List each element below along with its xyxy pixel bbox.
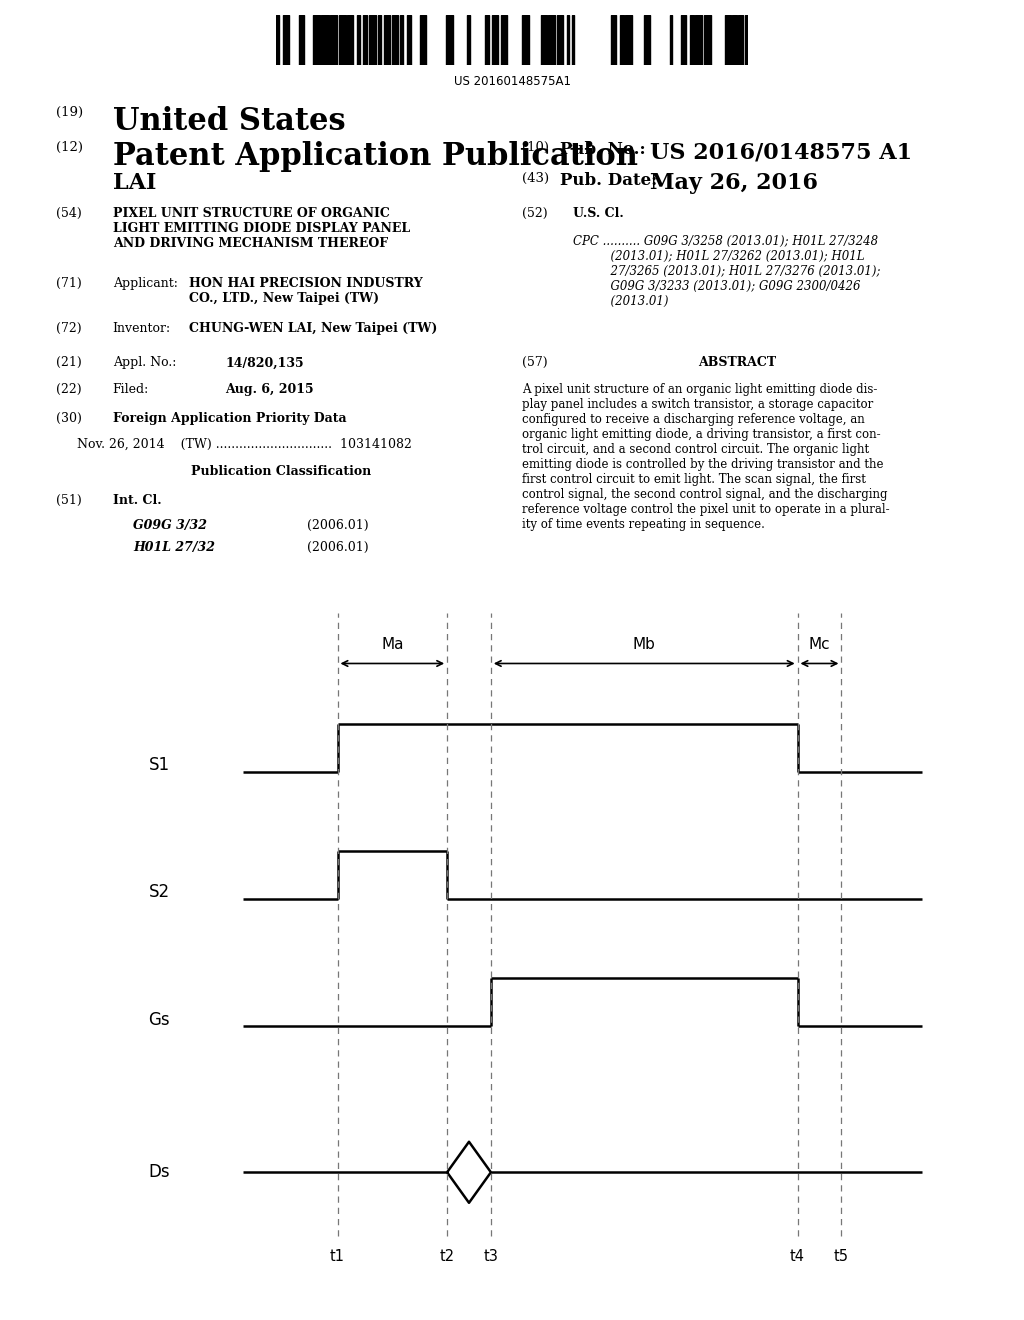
Text: (2006.01): (2006.01)	[307, 519, 369, 532]
Bar	[621, 15, 624, 65]
Text: (12): (12)	[56, 141, 83, 154]
Text: Pub. No.:: Pub. No.:	[560, 141, 646, 158]
Text: US 2016/0148575 A1: US 2016/0148575 A1	[650, 141, 912, 164]
Text: Foreign Application Priority Data: Foreign Application Priority Data	[113, 412, 346, 425]
Bar	[542, 15, 547, 65]
Bar	[690, 15, 693, 65]
Text: Ma: Ma	[381, 638, 403, 652]
Text: (52): (52)	[522, 207, 548, 220]
Text: (43): (43)	[522, 172, 549, 185]
Text: Publication Classification: Publication Classification	[191, 465, 372, 478]
Text: (19): (19)	[56, 106, 83, 119]
Text: Pub. Date:: Pub. Date:	[560, 172, 657, 189]
Text: Inventor:: Inventor:	[113, 322, 171, 335]
Text: May 26, 2016: May 26, 2016	[650, 172, 818, 194]
Bar	[745, 15, 749, 65]
Bar	[467, 15, 470, 65]
Text: t3: t3	[483, 1249, 499, 1263]
Text: Nov. 26, 2014    (TW) ..............................  103141082: Nov. 26, 2014 (TW) .....................…	[77, 438, 412, 451]
Bar	[276, 15, 279, 65]
Bar	[492, 15, 498, 65]
Text: CHUNG-WEN LAI, New Taipei (TW): CHUNG-WEN LAI, New Taipei (TW)	[189, 322, 438, 335]
Bar	[407, 15, 412, 65]
Text: Ds: Ds	[148, 1163, 170, 1181]
Bar	[725, 15, 731, 65]
Text: G09G 3/32: G09G 3/32	[133, 519, 207, 532]
Text: S2: S2	[148, 883, 170, 902]
Bar	[484, 15, 489, 65]
Text: 14/820,135: 14/820,135	[225, 356, 304, 370]
Text: Mb: Mb	[633, 638, 655, 652]
Text: (71): (71)	[56, 277, 82, 290]
Bar	[501, 15, 507, 65]
Bar	[611, 15, 616, 65]
Text: Patent Application Publication: Patent Application Publication	[113, 141, 638, 172]
Text: t1: t1	[330, 1249, 345, 1263]
Text: (30): (30)	[56, 412, 82, 425]
Bar	[738, 15, 743, 65]
Text: (57): (57)	[522, 356, 548, 370]
Bar	[283, 15, 289, 65]
Text: S1: S1	[148, 756, 170, 775]
Text: LAI: LAI	[113, 172, 156, 194]
Bar	[446, 15, 454, 65]
Text: Filed:: Filed:	[113, 383, 148, 396]
Bar	[384, 15, 389, 65]
Text: United States: United States	[113, 106, 345, 136]
Bar	[625, 15, 632, 65]
Text: Applicant:: Applicant:	[113, 277, 177, 290]
Bar	[330, 15, 337, 65]
Bar	[347, 15, 353, 65]
Bar	[571, 15, 573, 65]
Bar	[522, 15, 529, 65]
Bar	[378, 15, 381, 65]
Bar	[322, 15, 329, 65]
Bar	[548, 15, 555, 65]
Text: (2006.01): (2006.01)	[307, 541, 369, 554]
Bar	[644, 15, 649, 65]
Bar	[392, 15, 397, 65]
Bar	[312, 15, 319, 65]
Text: (21): (21)	[56, 356, 82, 370]
Text: U.S. Cl.: U.S. Cl.	[573, 207, 625, 220]
Text: (22): (22)	[56, 383, 82, 396]
Bar	[299, 15, 304, 65]
Text: t5: t5	[834, 1249, 849, 1263]
Text: (51): (51)	[56, 494, 82, 507]
Text: Int. Cl.: Int. Cl.	[113, 494, 161, 507]
Text: CPC .......... G09G 3/3258 (2013.01); H01L 27/3248
          (2013.01); H01L 27/: CPC .......... G09G 3/3258 (2013.01); H0…	[573, 235, 881, 308]
Text: t4: t4	[791, 1249, 805, 1263]
Text: Appl. No.:: Appl. No.:	[113, 356, 176, 370]
Text: (72): (72)	[56, 322, 82, 335]
Text: (54): (54)	[56, 207, 82, 220]
Bar	[339, 15, 346, 65]
Bar	[370, 15, 376, 65]
Text: HON HAI PRECISION INDUSTRY
CO., LTD., New Taipei (TW): HON HAI PRECISION INDUSTRY CO., LTD., Ne…	[189, 277, 423, 305]
Bar	[420, 15, 426, 65]
Text: Aug. 6, 2015: Aug. 6, 2015	[225, 383, 314, 396]
Bar	[670, 15, 672, 65]
Bar	[567, 15, 569, 65]
Bar	[694, 15, 701, 65]
Bar	[557, 15, 563, 65]
Text: Gs: Gs	[148, 1011, 170, 1028]
Text: H01L 27/32: H01L 27/32	[133, 541, 215, 554]
Text: Mc: Mc	[809, 638, 830, 652]
Bar	[362, 15, 368, 65]
Text: US 20160148575A1: US 20160148575A1	[454, 75, 570, 88]
Bar	[732, 15, 736, 65]
Bar	[356, 15, 359, 65]
Text: t2: t2	[439, 1249, 455, 1263]
Bar	[705, 15, 712, 65]
Text: A pixel unit structure of an organic light emitting diode dis-
play panel includ: A pixel unit structure of an organic lig…	[522, 383, 890, 531]
Bar	[681, 15, 686, 65]
Text: PIXEL UNIT STRUCTURE OF ORGANIC
LIGHT EMITTING DIODE DISPLAY PANEL
AND DRIVING M: PIXEL UNIT STRUCTURE OF ORGANIC LIGHT EM…	[113, 207, 410, 251]
Bar	[400, 15, 403, 65]
Text: (10): (10)	[522, 141, 549, 154]
Text: ABSTRACT: ABSTRACT	[698, 356, 776, 370]
